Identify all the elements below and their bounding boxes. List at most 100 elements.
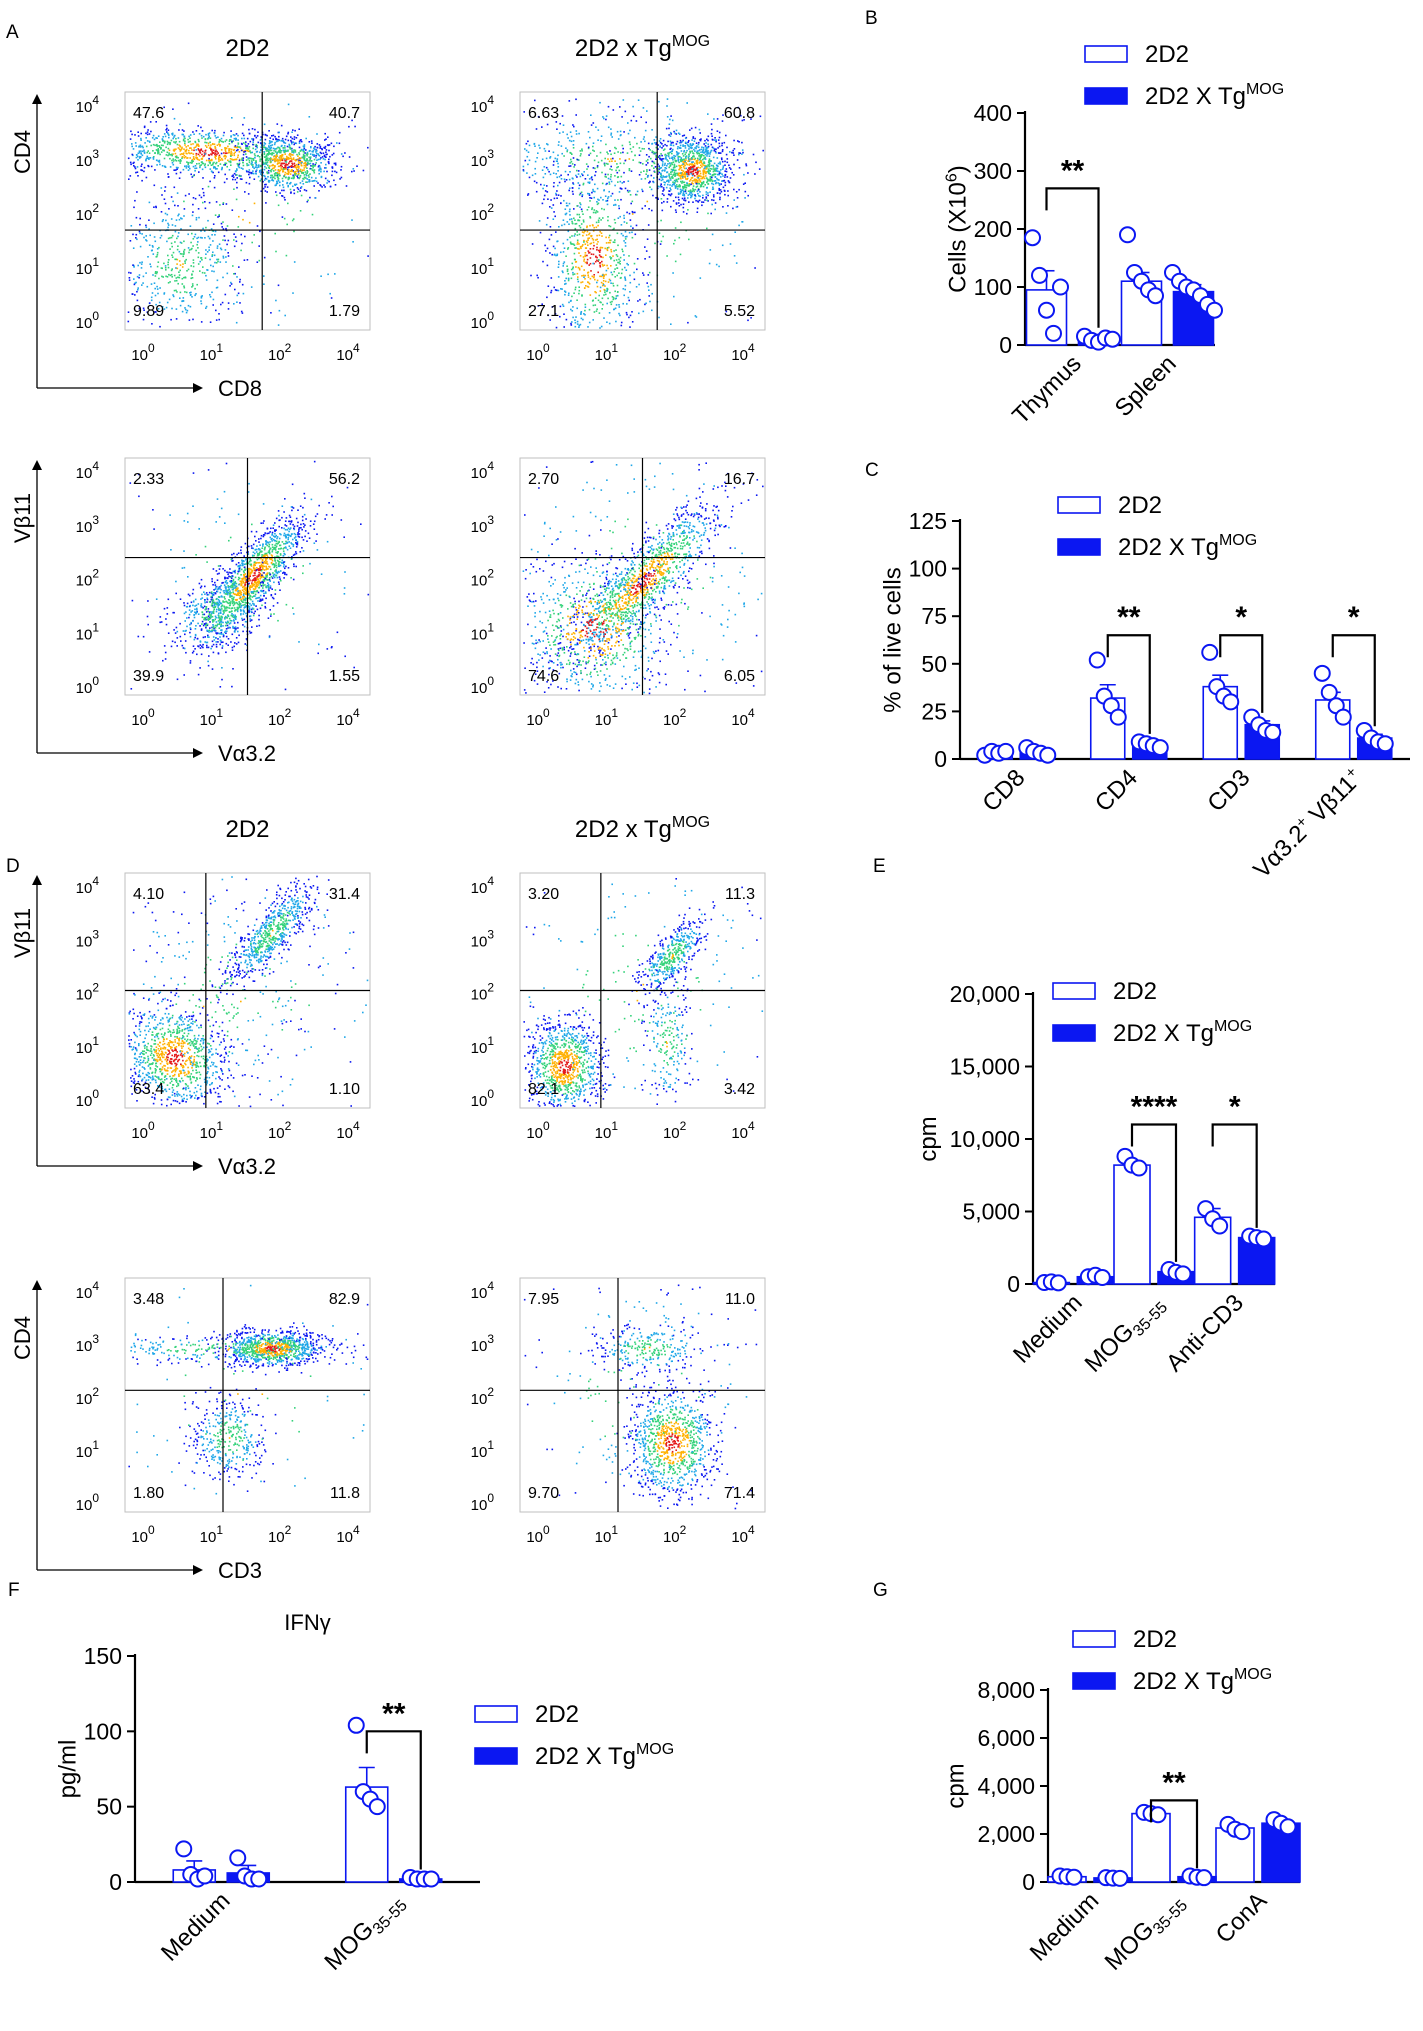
x-arrow-head — [193, 1565, 203, 1575]
significance-marker: **** — [1131, 1091, 1178, 1124]
quadrant-label-upper-right: 11.3 — [725, 886, 755, 903]
y-tick-label: 104 — [76, 1279, 100, 1302]
y-tick-label: 100 — [84, 1718, 122, 1744]
quadrant-label-lower-right: 6.05 — [724, 668, 755, 685]
data-point — [229, 1849, 247, 1867]
x-category-label: CD3 — [1202, 764, 1255, 817]
y-tick-label: 6,000 — [977, 1725, 1035, 1751]
data-point — [1233, 1823, 1251, 1841]
x-category-label: Thymus — [1007, 350, 1086, 429]
quadrant-label-upper-left: 47.6 — [133, 105, 164, 122]
x-category-label: Spleen — [1110, 350, 1182, 422]
x-category-label: Vα3.2+ Vβ11+ — [1248, 763, 1369, 884]
y-tick-label: 50 — [96, 1794, 122, 1820]
y-axis-label: Vβ11 — [10, 493, 35, 543]
data-point — [1147, 287, 1164, 305]
flow-plot-events — [523, 878, 764, 1108]
y-tick-label: 102 — [76, 981, 100, 1004]
x-arrow-head — [193, 383, 203, 393]
data-point — [1088, 651, 1106, 669]
significance-bracket — [365, 1730, 422, 1870]
y-tick-label: 100 — [76, 1491, 100, 1514]
y-tick-label: 15,000 — [950, 1054, 1020, 1080]
data-point — [1093, 1268, 1111, 1286]
y-tick-label: 103 — [471, 147, 495, 170]
x-tick-label: 104 — [731, 706, 755, 729]
y-tick-label: 104 — [76, 459, 100, 482]
quadrant-label-upper-right: 11.0 — [725, 1291, 755, 1308]
y-tick-label: 101 — [471, 620, 495, 643]
legend-swatch — [1084, 45, 1128, 63]
y-tick-label: 400 — [974, 100, 1012, 126]
x-tick-label: 102 — [663, 1523, 687, 1546]
x-tick-label: 100 — [526, 1119, 550, 1142]
quadrant-label-lower-left: 27.1 — [528, 303, 559, 320]
x-category-label: Medium — [1025, 1887, 1104, 1966]
y-axis-label: CD4 — [10, 1316, 35, 1360]
panel-letter-e: E — [873, 856, 886, 877]
significance-bracket — [1149, 1799, 1199, 1869]
x-tick-label: 104 — [731, 1119, 755, 1142]
x-category-label: CD8 — [977, 764, 1030, 817]
y-tick-label: 20,000 — [950, 981, 1020, 1007]
quadrant-label-lower-left: 39.9 — [133, 668, 164, 685]
flow-plot-events — [128, 1284, 369, 1495]
data-point — [1038, 301, 1055, 319]
x-tick-label: 102 — [268, 1523, 292, 1546]
bar-open — [1113, 1164, 1151, 1285]
x-tick-label: 102 — [663, 1119, 687, 1142]
bar-chart-f: 0 50 100 150 pg/ml IFNγ Medium MOG35-55 ** 2D2 2D2… — [55, 1610, 675, 1979]
y-tick-label: 25 — [921, 698, 947, 724]
y-tick-label: 103 — [76, 147, 100, 170]
data-point — [1065, 1868, 1083, 1886]
flow-plot-4: 2.70 16.7 74.6 6.05 100 101 102 103 104 100 101 102… — [471, 457, 766, 729]
bar-chart-e: 0 5,000 10,000 15,000 20,000 cpm MediumMOG35-5… — [915, 978, 1276, 1381]
x-tick-label: 104 — [336, 706, 360, 729]
data-point — [1255, 1230, 1273, 1248]
x-tick-label: 101 — [595, 341, 619, 364]
data-point — [1320, 683, 1338, 701]
quadrant-label-upper-left: 2.33 — [133, 471, 164, 488]
significance-bracket — [1130, 1123, 1178, 1262]
y-axis-label: cpm — [915, 1116, 942, 1161]
chart-title: IFNγ — [284, 1610, 330, 1635]
panel-letter-f: F — [8, 1580, 20, 1601]
flow-plot-frame — [124, 1277, 371, 1513]
quadrant-label-lower-right: 3.42 — [724, 1081, 755, 1098]
significance-marker: * — [1235, 601, 1247, 634]
quadrant-label-lower-left: 1.80 — [133, 1485, 164, 1502]
quadrant-label-lower-left: 63.4 — [133, 1081, 164, 1098]
x-tick-label: 100 — [131, 1523, 155, 1546]
legend-label: 2D2 X TgMOG — [535, 1741, 674, 1770]
data-point — [1211, 1217, 1229, 1235]
y-tick-label: 102 — [76, 1385, 100, 1408]
y-tick-label: 100 — [76, 1087, 100, 1110]
quadrant-label-upper-right: 56.2 — [329, 471, 360, 488]
x-category-label: MOG35-55 — [1080, 1289, 1171, 1380]
significance-bracket — [1219, 634, 1264, 713]
y-tick-label: 200 — [974, 216, 1012, 242]
flow-plot-5: 4.10 31.4 63.4 1.10 100 101 102 103 104 100 101 102… — [10, 816, 371, 1179]
significance-marker: ** — [382, 1697, 406, 1730]
x-category-label: CD4 — [1090, 764, 1143, 817]
x-category-label: MOG35-55 — [1100, 1887, 1191, 1978]
y-tick-label: 104 — [76, 93, 100, 116]
y-tick-label: 103 — [471, 1332, 495, 1355]
data-point — [1119, 226, 1136, 244]
panel-letter-g: G — [873, 1580, 888, 1601]
significance-bracket — [1045, 187, 1100, 328]
data-point — [1334, 708, 1352, 726]
x-axis-label: Vα3.2 — [218, 741, 276, 766]
y-axis-label: pg/ml — [55, 1740, 82, 1799]
data-point — [175, 1840, 193, 1858]
quadrant-label-lower-right: 11.8 — [330, 1485, 360, 1502]
y-arrow-head — [32, 460, 42, 470]
y-tick-label: 50 — [921, 651, 947, 677]
x-tick-label: 104 — [336, 1119, 360, 1142]
y-tick-label: 150 — [84, 1643, 122, 1669]
x-tick-label: 104 — [336, 1523, 360, 1546]
quadrant-label-lower-left: 9.89 — [133, 303, 164, 320]
bar-open — [1131, 1812, 1171, 1883]
